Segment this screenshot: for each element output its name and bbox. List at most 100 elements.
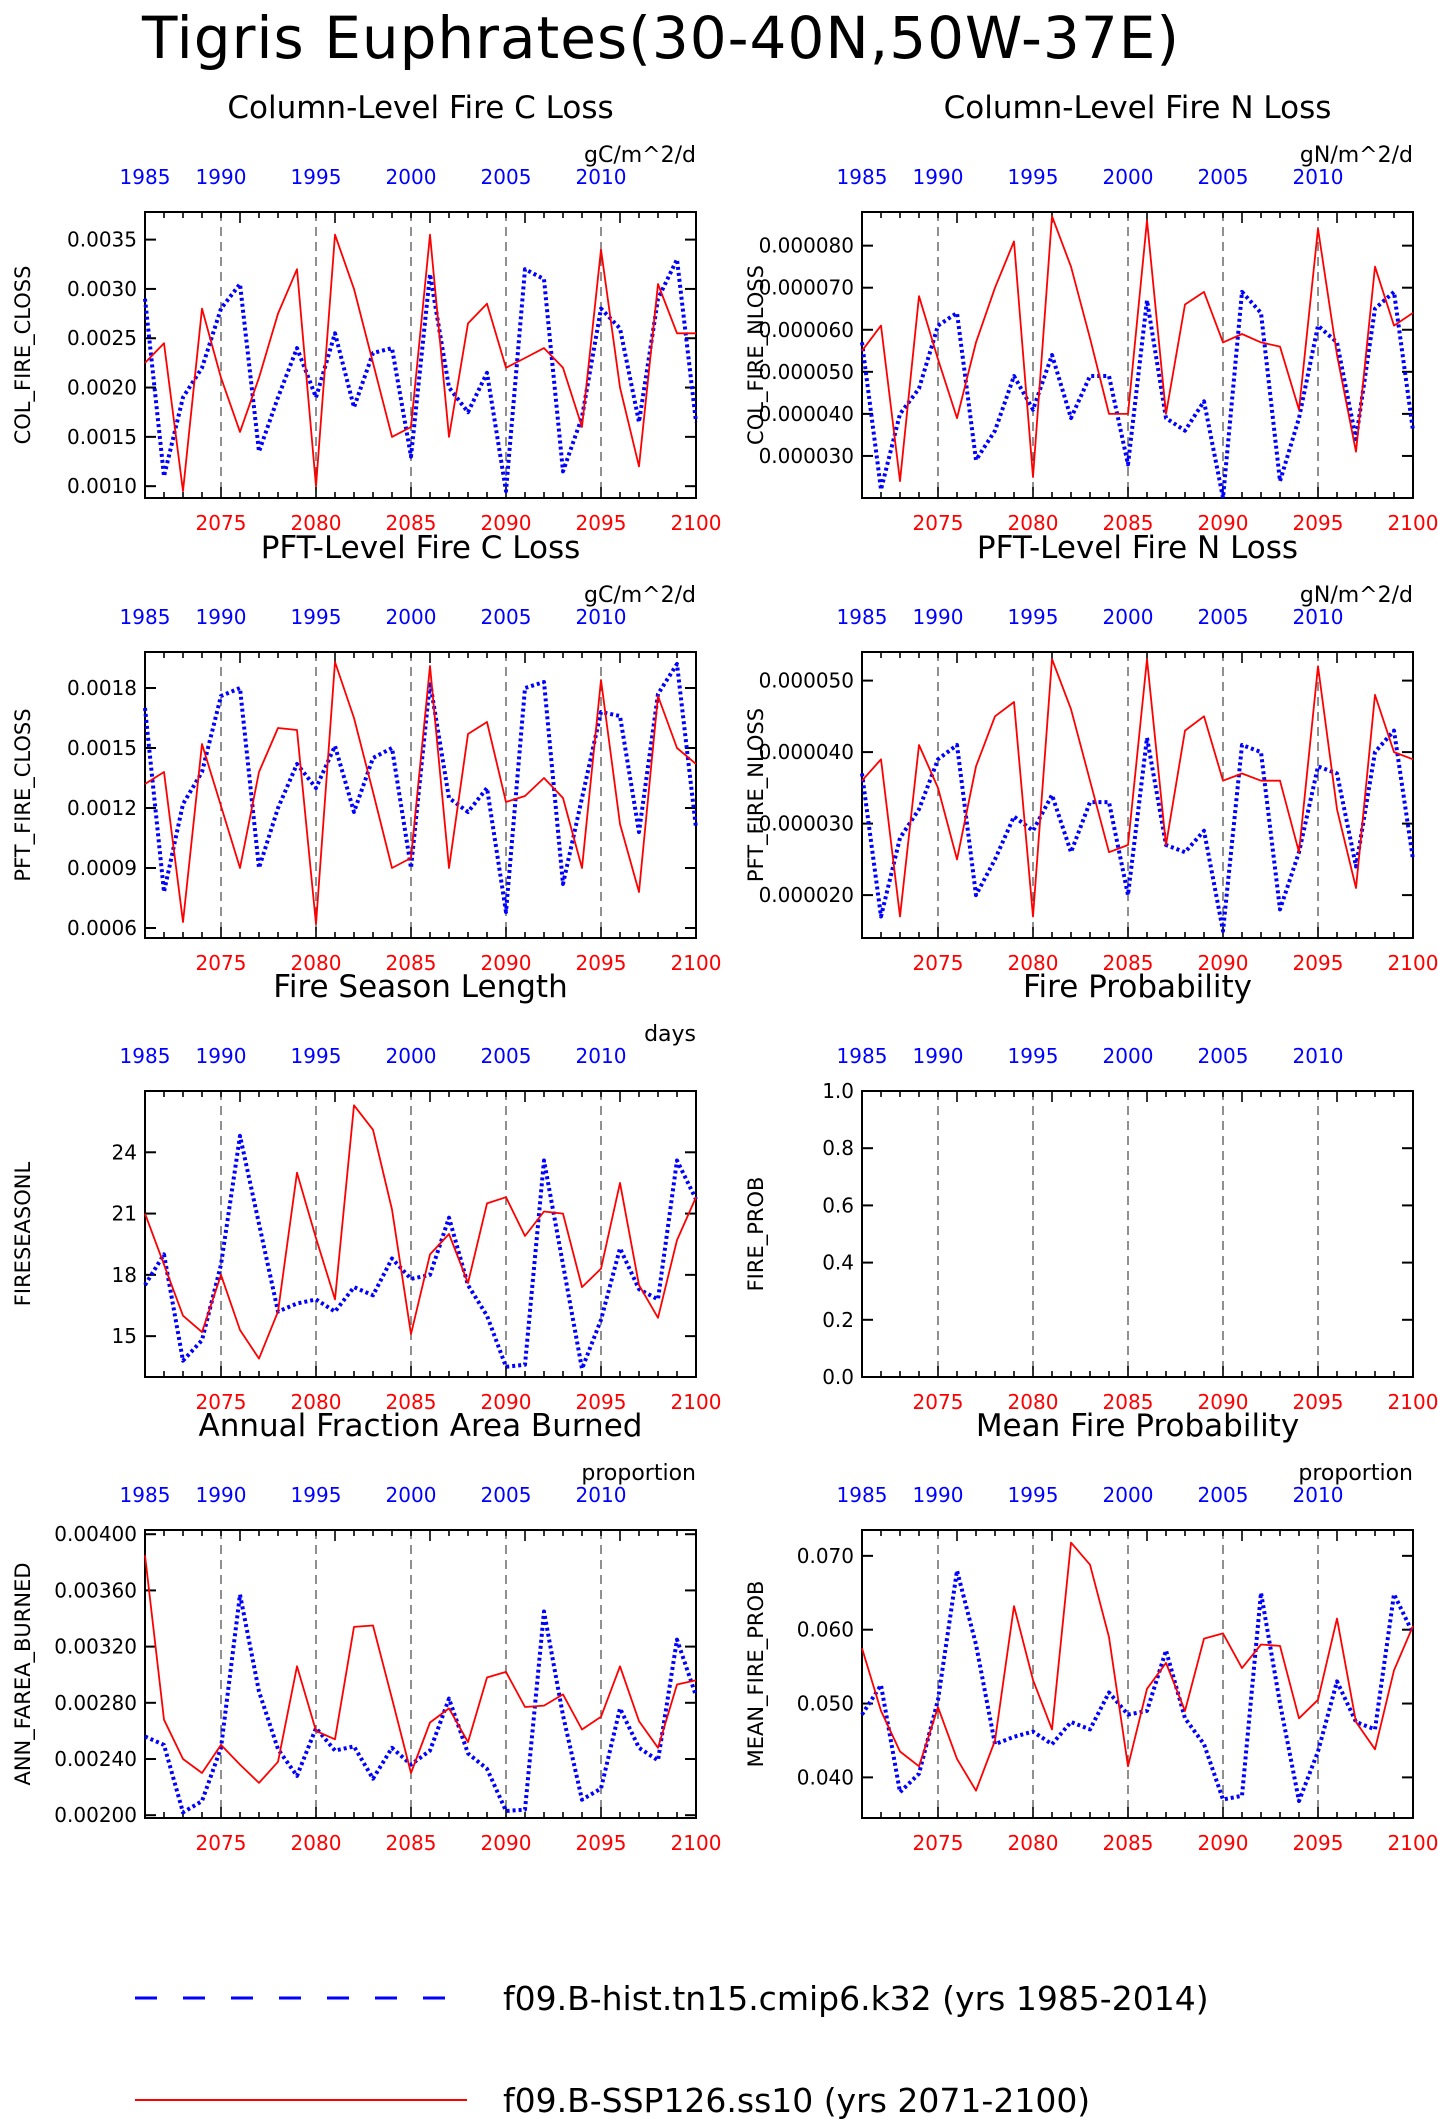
x-tick-label-hist: 1985 (837, 165, 888, 189)
units-label: proportion (581, 1461, 696, 1486)
x-tick-label-future: 2100 (671, 951, 722, 975)
units-label: proportion (1298, 1461, 1413, 1486)
panel-title: PFT-Level Fire N Loss (977, 530, 1298, 566)
x-tick-label-hist: 1985 (120, 1483, 171, 1507)
y-tick-label: 0.00280 (54, 1691, 137, 1715)
x-tick-label-future: 2080 (1008, 511, 1059, 535)
units-label: gN/m^2/d (1300, 143, 1413, 168)
series-line-hist (144, 1592, 698, 1815)
y-tick-label: 0.0035 (67, 228, 137, 252)
x-tick-label-hist: 1990 (196, 605, 247, 629)
x-tick-label-hist: 1995 (1008, 1483, 1059, 1507)
x-tick-label-future: 2085 (1103, 511, 1154, 535)
legend-label: f09.B-hist.tn15.cmip6.k32 (yrs 1985-2014… (503, 1979, 1209, 2018)
x-tick-label-future: 2080 (291, 951, 342, 975)
plot-frame (861, 1529, 1414, 1819)
panel-title: Mean Fire Probability (976, 1408, 1299, 1444)
x-tick-label-future: 2100 (1388, 1390, 1438, 1414)
series-line-future (144, 1555, 697, 1784)
x-tick-label-future: 2080 (1008, 951, 1059, 975)
x-tick-label-future: 2100 (671, 511, 722, 535)
y-tick-label: 0.0015 (67, 425, 137, 449)
y-tick-label: 0.050 (797, 1692, 854, 1716)
series-line-hist (860, 728, 1415, 933)
x-tick-label-future: 2095 (1293, 1390, 1344, 1414)
plot-frame (861, 211, 1414, 499)
y-tick-label: 15 (112, 1324, 137, 1348)
panel-title: Annual Fraction Area Burned (199, 1408, 643, 1444)
chart-panel: Fire Probability 0.0 0.2 0.4 0.6 0.8 1.0 2075 20… (744, 969, 1438, 1414)
x-tick-label-future: 2095 (1293, 1831, 1344, 1855)
x-tick-label-hist: 2000 (1103, 165, 1154, 189)
x-tick-label-future: 2095 (576, 1831, 627, 1855)
x-tick-label-future: 2080 (1008, 1831, 1059, 1855)
chart-panel: Annual Fraction Area Burned proportion 0.0… (11, 1408, 721, 1855)
x-tick-label-future: 2080 (291, 1831, 342, 1855)
units-label: gC/m^2/d (584, 583, 696, 608)
y-tick-label: 18 (112, 1263, 137, 1287)
y-tick-label: 0.000050 (759, 360, 854, 384)
x-tick-label-hist: 2010 (576, 1483, 627, 1507)
x-tick-label-future: 2095 (576, 951, 627, 975)
plot-frame (144, 1529, 697, 1819)
y-tick-label: 0.000040 (759, 740, 854, 764)
plot-frame (861, 1090, 1414, 1378)
x-tick-label-hist: 1985 (837, 605, 888, 629)
chart-panels: Column-Level Fire C Loss gC/m^2/d 0.0010 0.… (11, 90, 1438, 1855)
x-tick-label-future: 2085 (1103, 1390, 1154, 1414)
plot-frame (144, 1090, 697, 1378)
y-tick-label: 0.00360 (54, 1578, 137, 1602)
x-tick-label-hist: 1995 (1008, 605, 1059, 629)
x-tick-label-hist: 1985 (120, 165, 171, 189)
x-tick-label-hist: 2000 (386, 1044, 437, 1068)
x-tick-label-hist: 2000 (1103, 1044, 1154, 1068)
x-tick-label-future: 2095 (1293, 951, 1344, 975)
x-tick-label-hist: 1985 (120, 605, 171, 629)
x-tick-label-hist: 2000 (1103, 1483, 1154, 1507)
units-label: days (644, 1022, 696, 1047)
y-tick-label: 0.0006 (67, 916, 137, 940)
x-tick-label-future: 2075 (913, 951, 964, 975)
y-tick-label: 0.2 (822, 1308, 854, 1332)
y-axis-label: PFT_FIRE_NLOSS (744, 708, 769, 882)
panel-title: Column-Level Fire C Loss (227, 90, 613, 126)
y-tick-label: 0.0018 (67, 676, 137, 700)
y-tick-label: 24 (112, 1140, 137, 1164)
series-line-hist (143, 662, 698, 914)
y-tick-label: 0.070 (797, 1544, 854, 1568)
x-tick-label-future: 2085 (386, 511, 437, 535)
x-tick-label-hist: 1990 (913, 165, 964, 189)
x-tick-label-hist: 1995 (291, 1044, 342, 1068)
y-axis-label: COL_FIRE_NLOSS (744, 265, 769, 445)
x-tick-label-hist: 2005 (481, 1483, 532, 1507)
x-tick-label-future: 2100 (1388, 951, 1438, 975)
x-tick-label-hist: 1985 (120, 1044, 171, 1068)
x-tick-label-future: 2085 (386, 951, 437, 975)
series-line-future (144, 661, 697, 925)
x-tick-label-hist: 1990 (913, 1483, 964, 1507)
x-tick-label-future: 2095 (576, 511, 627, 535)
y-tick-label: 0.0010 (67, 474, 137, 498)
x-tick-label-hist: 1995 (1008, 165, 1059, 189)
x-tick-label-hist: 2005 (481, 165, 532, 189)
series-line-hist (860, 1568, 1415, 1803)
x-tick-label-future: 2085 (1103, 1831, 1154, 1855)
units-label: gN/m^2/d (1300, 583, 1413, 608)
y-tick-label: 0.0020 (67, 376, 137, 400)
x-tick-label-hist: 2005 (1198, 1044, 1249, 1068)
x-tick-label-future: 2100 (1388, 511, 1438, 535)
x-tick-label-hist: 2010 (1293, 1044, 1344, 1068)
y-tick-label: 0.00400 (54, 1522, 137, 1546)
y-tick-label: 0.000060 (759, 318, 854, 342)
x-tick-label-hist: 2000 (386, 1483, 437, 1507)
plot-frame (144, 211, 697, 499)
y-tick-label: 0.000030 (759, 444, 854, 468)
x-tick-label-future: 2100 (671, 1831, 722, 1855)
y-tick-label: 0.0009 (67, 856, 137, 880)
x-tick-label-future: 2090 (481, 1390, 532, 1414)
legend: f09.B-hist.tn15.cmip6.k32 (yrs 1985-2014… (135, 1979, 1209, 2119)
x-tick-label-hist: 2010 (1293, 165, 1344, 189)
